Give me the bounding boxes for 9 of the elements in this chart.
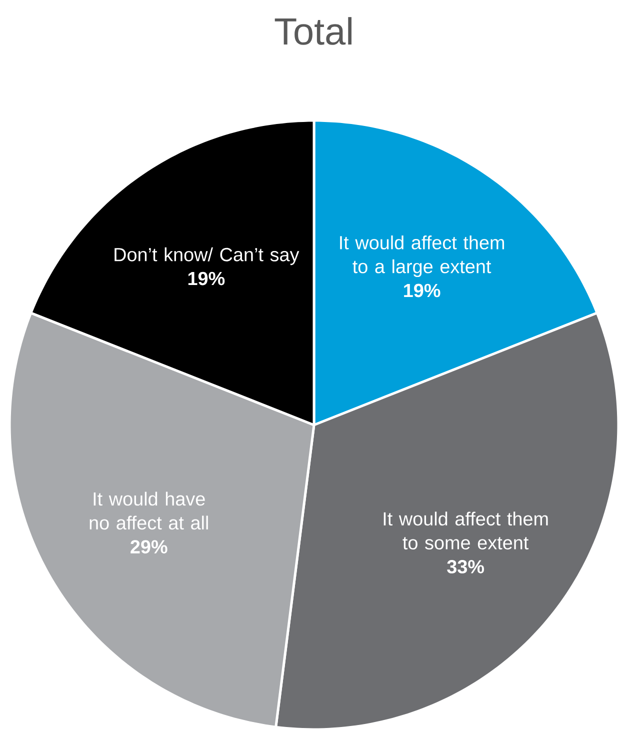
data-label: 29% [130, 540, 168, 554]
data-label: 33% [447, 560, 484, 574]
slice-label: It would have no affect at all [90, 492, 208, 530]
data-label: 19% [404, 284, 440, 298]
chart-title: Total [275, 17, 352, 45]
slice-label: Don’t know/ Can’t say [114, 247, 300, 266]
slice-label: It would affect them to some extent [384, 512, 548, 550]
data-label: 19% [188, 272, 225, 286]
slice-label: It would affect them to a large extent [340, 235, 504, 278]
